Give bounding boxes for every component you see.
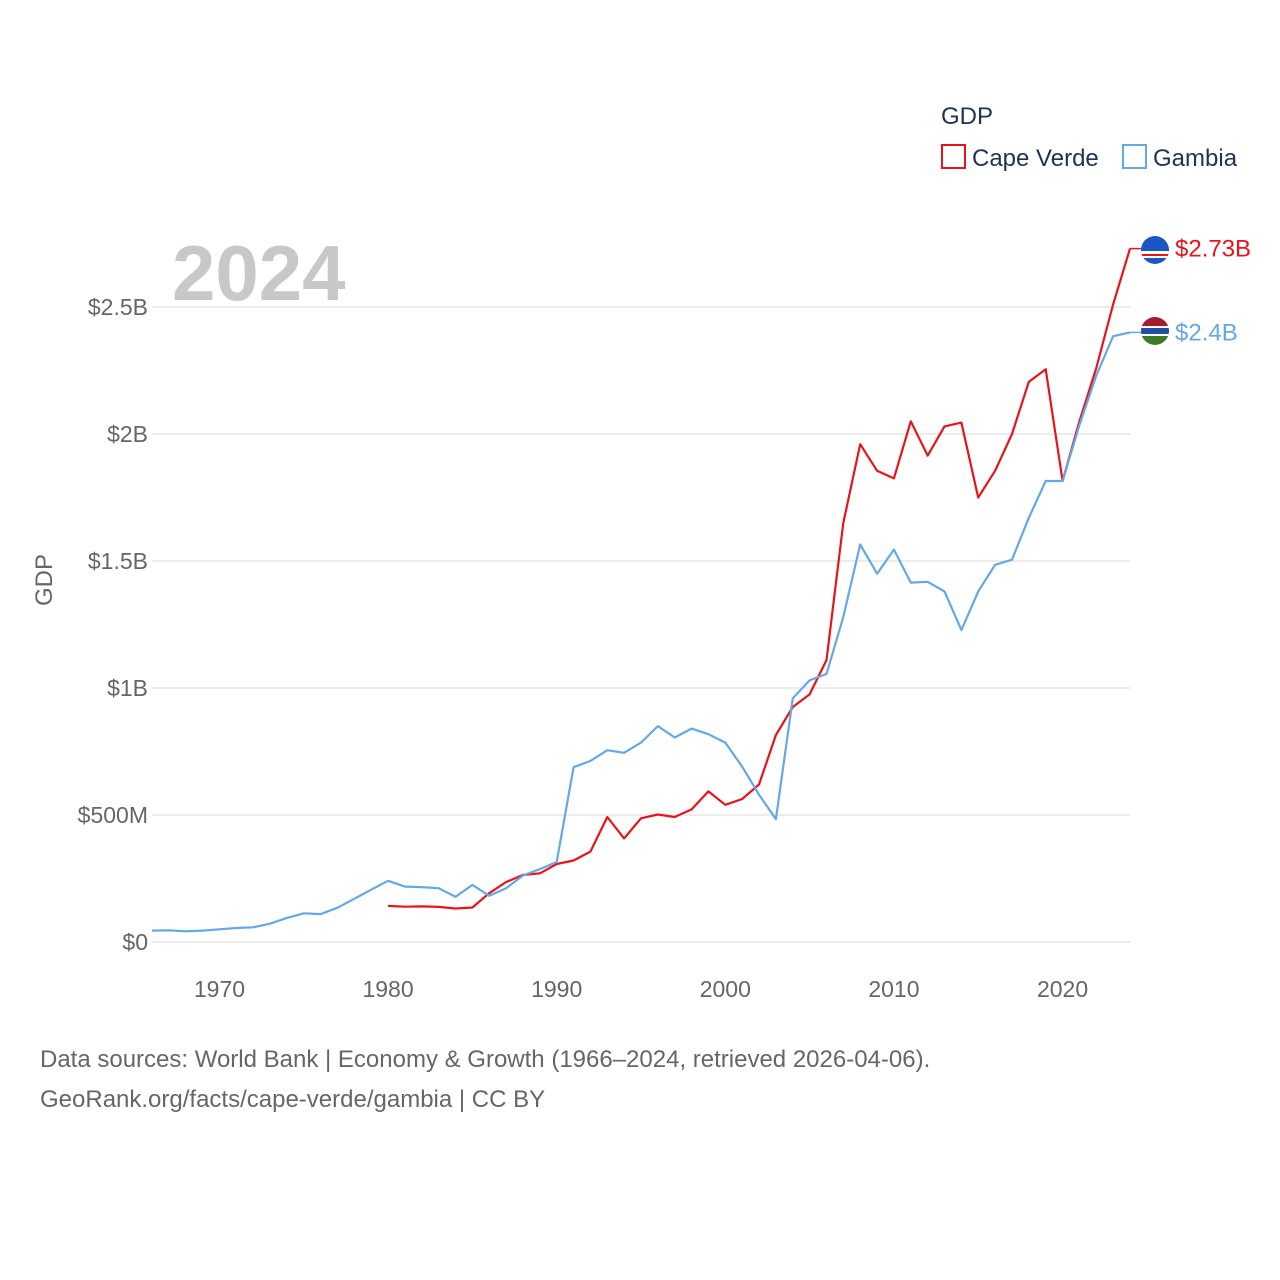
footer-credit[interactable]: GeoRank.org/facts/cape-verde/gambia | CC… bbox=[40, 1086, 546, 1113]
legend-label-gambia: Gambia bbox=[1153, 145, 1238, 172]
x-tick-label: 1980 bbox=[362, 976, 413, 1002]
series-line-gambia[interactable] bbox=[151, 331, 1131, 933]
x-tick-label: 1990 bbox=[531, 976, 582, 1002]
series-line-cape-verde[interactable] bbox=[388, 248, 1132, 910]
y-tick-label: $1.5B bbox=[88, 548, 148, 574]
x-tick-label: 2020 bbox=[1037, 976, 1088, 1002]
gridlines bbox=[152, 306, 1130, 943]
footer: Data sources: World Bank | Economy & Gro… bbox=[40, 1040, 930, 1120]
x-tick-label: 2010 bbox=[868, 976, 919, 1002]
y-tick-label: $2B bbox=[107, 421, 148, 447]
legend-label-cape-verde: Cape Verde bbox=[972, 145, 1099, 172]
end-labels: $2.73B $2.4B bbox=[1130, 236, 1251, 346]
x-tick-label: 2000 bbox=[700, 976, 751, 1002]
x-tick-label: 1970 bbox=[194, 976, 245, 1002]
end-value-label-gambia: $2.4B bbox=[1175, 319, 1238, 346]
y-axis-label: GDP bbox=[31, 554, 58, 606]
year-label: 2024 bbox=[172, 229, 346, 317]
cape-verde-flag-icon bbox=[1141, 236, 1169, 264]
gdp-line-chart: $0 $500M $1B $1.5B $2B $2.5B 1970 1980 1990 2000… bbox=[31, 103, 1251, 1002]
y-axis-ticks: $0 $500M $1B $1.5B $2B $2.5B bbox=[78, 294, 148, 955]
footer-sources: Data sources: World Bank | Economy & Gro… bbox=[40, 1046, 931, 1073]
legend-item-cape-verde[interactable]: Cape Verde bbox=[941, 144, 1099, 172]
end-value-label-cape-verde: $2.73B bbox=[1175, 236, 1251, 263]
legend-swatch-gambia bbox=[1122, 144, 1147, 169]
y-tick-label: $2.5B bbox=[88, 294, 148, 320]
legend-title: GDP bbox=[941, 103, 993, 130]
x-axis-ticks: 1970 1980 1990 2000 2010 2020 bbox=[194, 976, 1088, 1002]
legend: GDP Cape Verde Gambia bbox=[941, 103, 1238, 172]
series-lines bbox=[151, 248, 1132, 933]
gambia-flag-icon bbox=[1141, 317, 1169, 345]
y-tick-label: $500M bbox=[78, 802, 148, 828]
legend-swatch-cape-verde bbox=[941, 144, 966, 169]
y-tick-label: $1B bbox=[107, 675, 148, 701]
y-tick-label: $0 bbox=[122, 929, 148, 955]
legend-item-gambia[interactable]: Gambia bbox=[1122, 144, 1238, 172]
